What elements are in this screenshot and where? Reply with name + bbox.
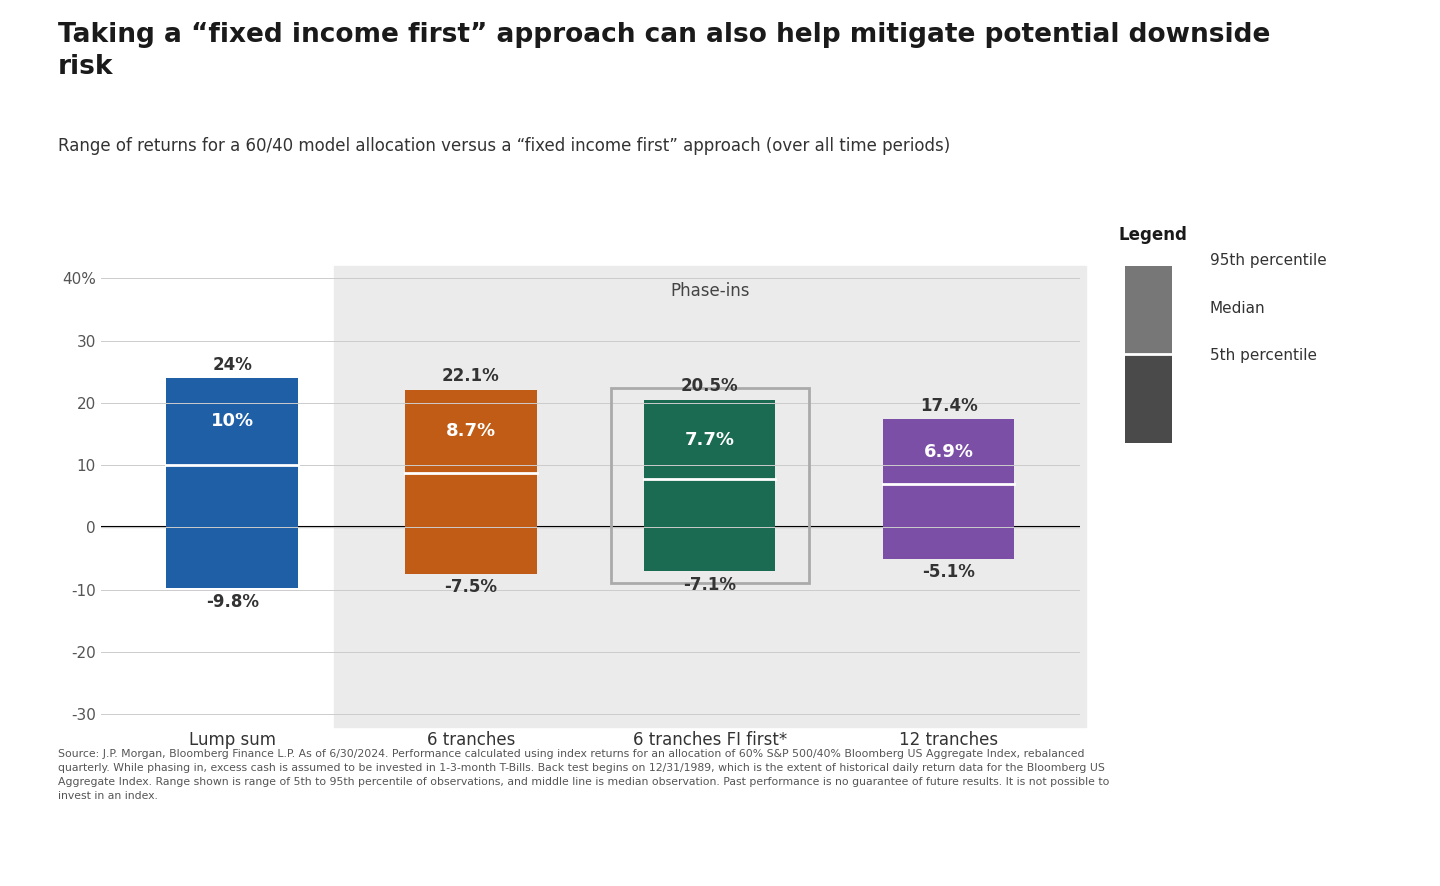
Text: 22.1%: 22.1% (442, 368, 500, 385)
Text: Median: Median (1210, 301, 1266, 316)
Bar (1125, 354, 1172, 443)
Bar (611, 388, 809, 583)
Text: 17.4%: 17.4% (920, 397, 978, 415)
Text: Taking a “fixed income first” approach can also help mitigate potential downside: Taking a “fixed income first” approach c… (58, 22, 1270, 80)
Text: 24%: 24% (212, 355, 252, 374)
Bar (644, 400, 776, 571)
Text: 20.5%: 20.5% (681, 377, 739, 395)
Text: 7.7%: 7.7% (685, 431, 734, 448)
Bar (405, 390, 537, 574)
Bar (1125, 266, 1172, 354)
Text: Legend: Legend (1119, 226, 1188, 244)
Text: -5.1%: -5.1% (922, 563, 975, 581)
Text: -9.8%: -9.8% (206, 593, 259, 610)
Bar (334, 266, 1086, 727)
Text: Range of returns for a 60/40 model allocation versus a “fixed income first” appr: Range of returns for a 60/40 model alloc… (58, 137, 950, 155)
Text: 6.9%: 6.9% (923, 443, 973, 461)
Text: 5th percentile: 5th percentile (1210, 348, 1316, 363)
Text: 10%: 10% (210, 413, 253, 431)
Text: 8.7%: 8.7% (446, 423, 495, 440)
Text: Source: J.P. Morgan, Bloomberg Finance L.P. As of 6/30/2024. Performance calcula: Source: J.P. Morgan, Bloomberg Finance L… (58, 749, 1109, 801)
Text: -7.5%: -7.5% (445, 579, 497, 596)
Bar (167, 377, 298, 588)
Text: -7.1%: -7.1% (684, 576, 736, 594)
Text: Phase-ins: Phase-ins (670, 282, 750, 299)
Bar (883, 419, 1014, 559)
Text: 95th percentile: 95th percentile (1210, 253, 1326, 268)
